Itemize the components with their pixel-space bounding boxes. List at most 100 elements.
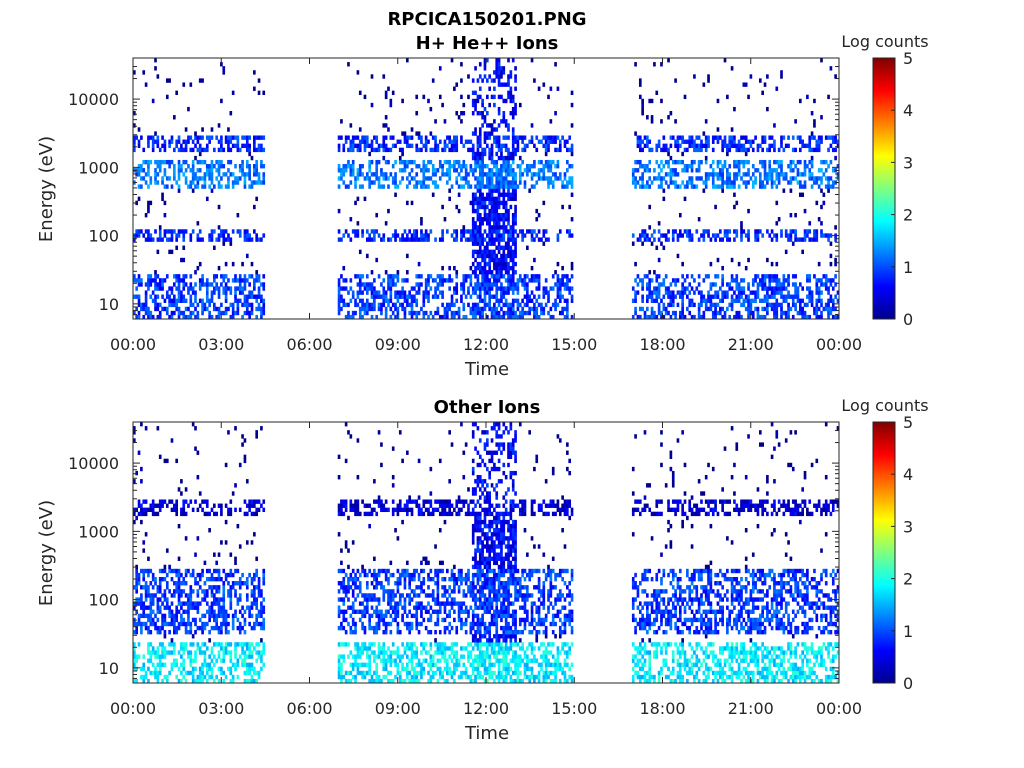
spectrogram-cell: [382, 184, 386, 189]
spectrogram-cell: [144, 581, 148, 586]
spectrogram-cell: [415, 229, 419, 234]
spectrogram-cell: [634, 62, 637, 67]
spectrogram-cell: [464, 278, 468, 283]
spectrogram-cell: [474, 274, 477, 279]
spectrogram-cell: [196, 147, 200, 153]
spectrogram-cell: [205, 503, 209, 508]
spectrogram-cell: [478, 261, 482, 267]
spectrogram-cell: [208, 168, 211, 173]
spectrogram-cell: [478, 200, 482, 206]
spectrogram-cell: [540, 302, 543, 308]
spectrogram-cell: [655, 286, 659, 291]
spectrogram-cell: [650, 233, 654, 238]
spectrogram-cell: [476, 286, 480, 291]
spectrogram-cell: [255, 298, 259, 303]
spectrogram-cell: [488, 212, 491, 218]
spectrogram-cell: [165, 229, 169, 234]
spectrogram-cell: [634, 294, 637, 299]
spectrogram-cell: [210, 135, 214, 140]
spectrogram-cell: [158, 147, 162, 153]
spectrogram-cell: [686, 274, 689, 279]
spectrogram-cell: [424, 184, 428, 189]
spectrogram-cell: [401, 159, 404, 165]
spectrogram-cell: [798, 298, 802, 303]
spectrogram-cell: [205, 589, 209, 594]
spectrogram-cell: [455, 168, 459, 173]
spectrogram-cell: [450, 58, 454, 63]
spectrogram-cell: [542, 233, 546, 238]
spectrogram-cell: [770, 184, 774, 189]
spectrogram-cell: [424, 286, 428, 291]
spectrogram-cell: [507, 94, 510, 100]
spectrogram-cell: [497, 192, 501, 197]
spectrogram-cell: [641, 298, 644, 303]
spectrogram-cell: [396, 290, 400, 295]
spectrogram-cell: [255, 278, 259, 283]
spectrogram-cell: [260, 658, 263, 663]
spectrogram-cell: [173, 176, 176, 181]
spectrogram-cell: [761, 135, 764, 140]
spectrogram-cell: [208, 654, 211, 659]
spectrogram-cell: [220, 597, 223, 602]
spectrogram-cell: [168, 164, 171, 169]
spectrogram-cell: [340, 119, 343, 124]
spectrogram-cell: [224, 621, 228, 627]
spectrogram-cell: [177, 294, 181, 299]
spectrogram-cell: [248, 654, 251, 659]
spectrogram-cell: [747, 208, 750, 214]
spectrogram-cell: [509, 282, 513, 287]
spectrogram-cell: [657, 290, 661, 295]
spectrogram-cell: [370, 294, 374, 299]
spectrogram-cell: [488, 74, 491, 79]
spectrogram-cell: [542, 82, 546, 87]
spectrogram-cell: [815, 237, 819, 242]
spectrogram-cell: [356, 196, 360, 202]
spectrogram-cell: [697, 159, 701, 165]
spectrogram-cell: [733, 290, 736, 295]
spectrogram-cell: [255, 617, 259, 623]
spectrogram-cell: [255, 270, 259, 275]
spectrogram-cell: [189, 593, 193, 598]
spectrogram-cell: [488, 188, 491, 193]
spectrogram-cell: [507, 282, 510, 287]
spectrogram-cell: [500, 270, 503, 275]
spectrogram-cell: [530, 237, 534, 242]
spectrogram-cell: [813, 274, 816, 279]
spectrogram-cell: [382, 143, 386, 149]
spectrogram-cell: [509, 155, 513, 161]
spectrogram-cell: [222, 237, 226, 242]
spectrogram-cell: [248, 666, 251, 672]
spectrogram-cell: [229, 314, 233, 320]
spectrogram-cell: [516, 164, 520, 169]
spectrogram-cell: [483, 257, 487, 263]
spectrogram-cell: [196, 221, 200, 226]
spectrogram-cell: [156, 139, 160, 144]
x-tick-label: 09:00: [375, 335, 421, 354]
spectrogram-cell: [754, 237, 757, 242]
spectrogram-cell: [789, 164, 793, 169]
spectrogram-cell: [147, 650, 150, 655]
spectrogram-cell: [514, 66, 517, 71]
spectrogram-cell: [403, 310, 407, 316]
spectrogram-cell: [358, 310, 362, 316]
spectrogram-cell: [227, 666, 230, 672]
spectrogram-cell: [740, 176, 743, 181]
spectrogram-cell: [173, 613, 176, 619]
spectrogram-cell: [836, 314, 840, 320]
spectrogram-cell: [493, 139, 496, 144]
spectrogram-cell: [417, 147, 421, 153]
spectrogram-cell: [697, 168, 701, 173]
spectrogram-cell: [516, 286, 520, 291]
spectrogram-cell: [688, 139, 692, 144]
spectrogram-cell: [497, 58, 501, 63]
spectrogram-cell: [210, 290, 214, 295]
spectrogram-cell: [787, 314, 790, 320]
spectrogram-cell: [537, 302, 541, 308]
spectrogram-cell: [250, 302, 254, 308]
spectrogram-cell: [707, 274, 710, 279]
spectrogram-cell: [262, 147, 266, 153]
spectrogram-cell: [175, 658, 179, 663]
spectrogram-cell: [250, 654, 254, 659]
spectrogram-cell: [490, 188, 494, 193]
spectrogram-cell: [535, 310, 539, 316]
